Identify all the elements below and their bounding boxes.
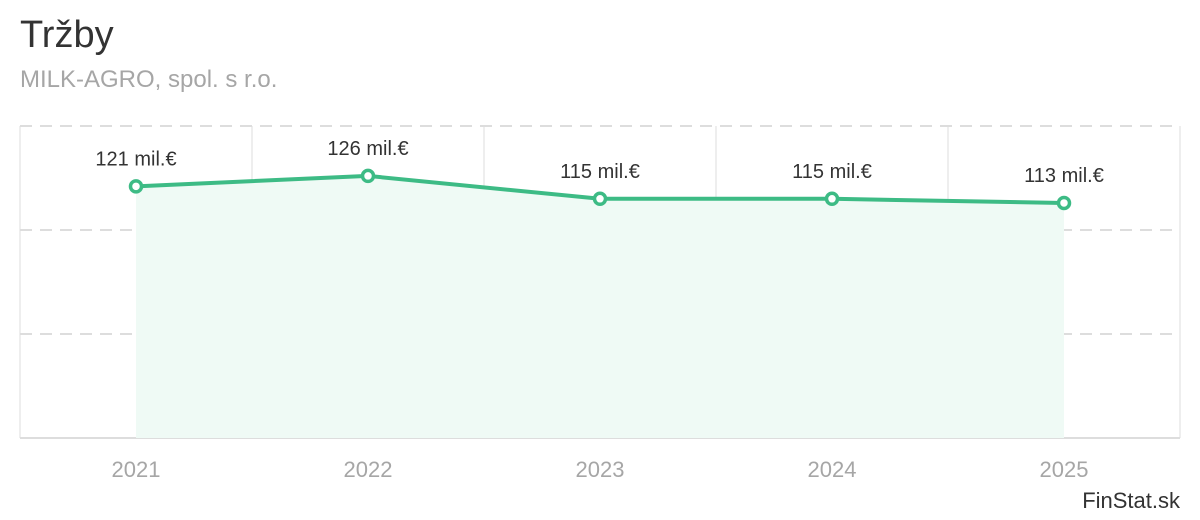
- data-label: 121 mil.€: [95, 148, 176, 170]
- x-tick-label: 2022: [344, 457, 393, 482]
- data-label: 115 mil.€: [560, 161, 640, 183]
- series-area: [136, 175, 1064, 439]
- data-label: 113 mil.€: [1024, 165, 1104, 187]
- x-tick-label: 2023: [576, 457, 625, 482]
- data-label: 126 mil.€: [327, 138, 408, 160]
- data-point: [592, 191, 608, 207]
- data-point: [824, 191, 840, 207]
- data-point: [1056, 195, 1072, 211]
- data-label: 115 mil.€: [792, 161, 872, 183]
- finstat-credit-link[interactable]: FinStat.sk: [1082, 488, 1180, 513]
- x-tick-label: 2021: [112, 457, 161, 482]
- chart-subtitle: MILK-AGRO, spol. s r.o.: [20, 66, 278, 93]
- data-point: [360, 168, 376, 184]
- chart-title: Tržby: [20, 14, 114, 56]
- data-point: [128, 179, 144, 194]
- x-tick-label: 2024: [808, 457, 857, 482]
- x-tick-label: 2025: [1040, 457, 1089, 482]
